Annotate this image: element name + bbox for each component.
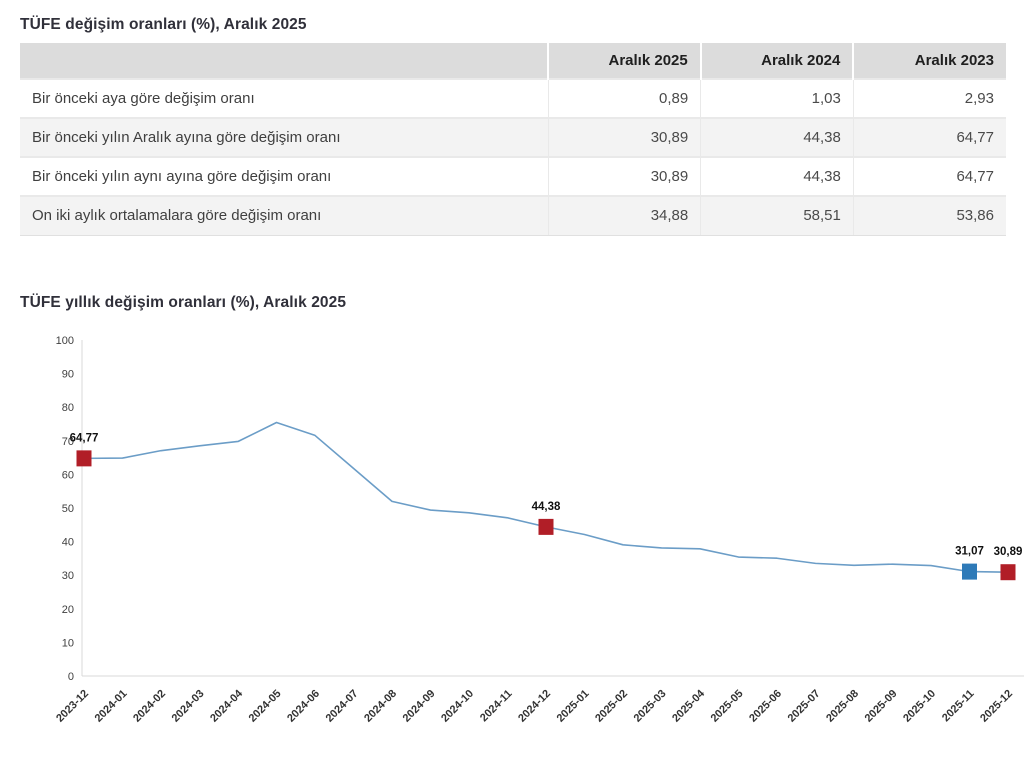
y-tick-label: 80 <box>62 402 74 414</box>
cpi-rates-table: Aralık 2025 Aralık 2024 Aralık 2023 Bir ön… <box>20 43 1006 236</box>
y-tick-label: 20 <box>62 603 74 615</box>
x-tick-label: 2025-02 <box>593 687 630 724</box>
y-tick-label: 60 <box>62 469 74 481</box>
cpi-annual-line <box>83 421 1009 573</box>
x-tick-label: 2024-01 <box>93 687 130 724</box>
x-tick-label: 2024-02 <box>131 687 168 724</box>
x-tick-label: 2025-06 <box>747 687 784 724</box>
y-tick-label: 40 <box>62 536 74 548</box>
x-tick-label: 2025-07 <box>786 687 823 724</box>
x-tick-label: 2024-12 <box>516 687 553 724</box>
data-point-label: 64,77 <box>70 432 99 444</box>
x-tick-label: 2025-08 <box>824 687 861 724</box>
data-point-label: 44,38 <box>532 500 561 512</box>
value-cell: 2,93 <box>852 78 1006 118</box>
x-tick-label: 2024-07 <box>324 687 361 724</box>
table-row: Bir önceki yılın Aralık ayına göre değiş… <box>20 117 1006 157</box>
table-body: Bir önceki aya göre değişim oranı 0,89 1,0… <box>20 78 1006 236</box>
value-cell: 30,89 <box>547 117 701 157</box>
value-cell: 53,86 <box>852 195 1006 236</box>
x-tick-label: 2025-01 <box>555 687 592 724</box>
x-tick-label: 2025-03 <box>632 687 669 724</box>
column-header: Aralık 2024 <box>699 43 854 79</box>
y-tick-label: 70 <box>62 435 74 447</box>
value-cell: 34,88 <box>547 195 701 236</box>
row-label: Bir önceki yılın aynı ayına göre değişim… <box>20 156 549 196</box>
value-cell: 64,77 <box>852 156 1006 196</box>
column-header: Aralık 2023 <box>852 43 1006 79</box>
x-tick-label: 2024-04 <box>208 687 246 725</box>
value-cell: 30,89 <box>547 156 701 196</box>
x-tick-label: 2025-10 <box>901 687 938 724</box>
x-tick-label: 2024-03 <box>170 687 207 724</box>
chart-section-title: TÜFE yıllık değişim oranları (%), Aralık… <box>20 293 347 311</box>
table-row: Bir önceki yılın aynı ayına göre değişim… <box>20 156 1006 196</box>
value-cell: 64,77 <box>852 117 1006 157</box>
x-tick-label: 2025-04 <box>670 687 708 725</box>
x-tick-label: 2025-12 <box>978 687 1015 724</box>
data-point-marker <box>76 449 92 466</box>
y-tick-label: 0 <box>68 671 74 683</box>
value-cell: 1,03 <box>700 78 854 118</box>
table-corner-cell <box>20 43 549 79</box>
value-cell: 44,38 <box>700 117 854 157</box>
value-cell: 0,89 <box>547 78 701 118</box>
column-header: Aralık 2025 <box>547 43 701 79</box>
y-tick-label: 50 <box>62 503 74 515</box>
x-tick-label: 2024-06 <box>285 687 322 724</box>
data-point-label: 31,07 <box>955 545 984 557</box>
y-tick-label: 10 <box>62 637 74 649</box>
value-cell: 58,51 <box>700 195 854 236</box>
row-label: On iki aylık ortalamalara göre değişim o… <box>20 195 549 236</box>
table-row: Bir önceki aya göre değişim oranı 0,89 1,0… <box>20 78 1006 118</box>
x-tick-label: 2024-05 <box>247 687 284 724</box>
y-tick-label: 30 <box>62 570 74 582</box>
x-tick-label: 2024-11 <box>478 687 515 724</box>
x-tick-label: 2024-10 <box>439 687 476 724</box>
data-point-marker <box>538 518 554 535</box>
value-cell: 44,38 <box>700 156 854 196</box>
x-tick-label: 2024-09 <box>401 687 438 724</box>
x-tick-label: 2025-11 <box>940 687 977 724</box>
data-point-label: 30,89 <box>994 546 1023 558</box>
data-point-marker <box>962 563 977 580</box>
table-section-title: TÜFE değişim oranları (%), Aralık 2025 <box>20 16 307 33</box>
table-row: On iki aylık ortalamalara göre değişim o… <box>20 195 1006 236</box>
table-header-row: Aralık 2025 Aralık 2024 Aralık 2023 <box>20 43 1006 79</box>
x-tick-label: 2023-12 <box>54 687 91 724</box>
y-tick-label: 100 <box>56 335 74 347</box>
data-point-marker <box>1000 563 1016 580</box>
annual-rate-chart-container: 0 10 20 30 40 50 60 70 80 90 100 2023-12 2024-01 2024… <box>20 326 1024 735</box>
x-tick-label: 2024-08 <box>362 687 399 724</box>
x-tick-label: 2025-05 <box>709 687 746 724</box>
x-tick-label: 2025-09 <box>863 687 900 724</box>
row-label: Bir önceki yılın Aralık ayına göre değiş… <box>20 117 549 157</box>
y-tick-label: 90 <box>62 368 74 380</box>
row-label: Bir önceki aya göre değişim oranı <box>20 78 549 118</box>
